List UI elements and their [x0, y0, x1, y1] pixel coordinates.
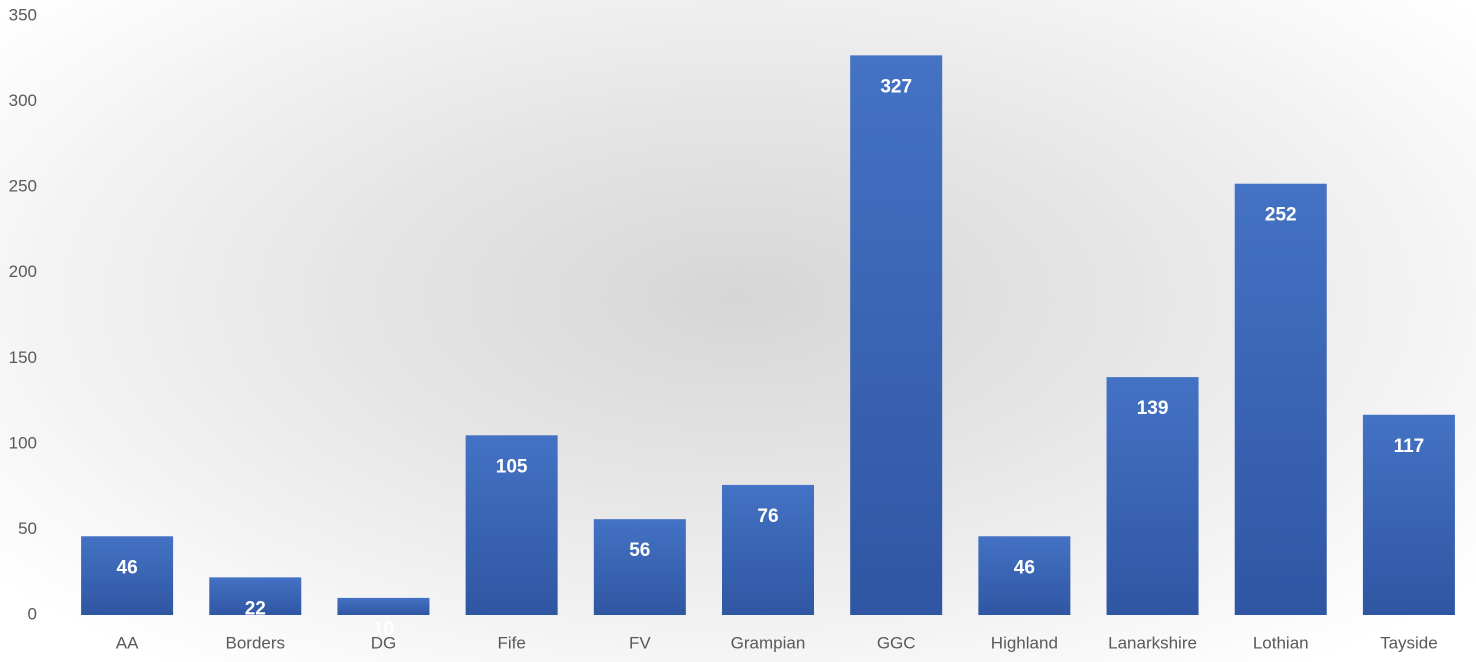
y-tick-label: 0	[28, 604, 37, 623]
x-tick-label: Lanarkshire	[1108, 633, 1197, 652]
bar	[850, 55, 943, 616]
y-tick-label: 250	[9, 177, 37, 196]
data-label: 252	[1265, 205, 1297, 226]
data-label: 105	[496, 456, 528, 477]
y-tick-label: 150	[9, 348, 37, 367]
x-tick-label: Borders	[226, 633, 286, 652]
bar	[1234, 183, 1327, 615]
bar	[1106, 377, 1199, 615]
bar	[593, 519, 686, 615]
x-tick-label: AA	[116, 633, 139, 652]
data-label: 327	[880, 76, 912, 97]
y-tick-label: 350	[9, 5, 37, 24]
y-tick-label: 200	[9, 262, 37, 281]
x-tick-label: Grampian	[731, 633, 806, 652]
bar	[722, 484, 814, 615]
data-label: 10	[373, 619, 394, 640]
x-tick-label: FV	[629, 633, 651, 652]
bar	[81, 536, 174, 615]
x-tick-label: Tayside	[1380, 633, 1438, 652]
bar	[337, 597, 430, 615]
data-label: 117	[1394, 436, 1425, 457]
bar	[1362, 414, 1455, 615]
x-tick-label: GGC	[877, 633, 916, 652]
y-tick-label: 300	[9, 91, 37, 110]
x-tick-label: DG	[371, 633, 397, 652]
bar	[465, 435, 558, 615]
x-tick-label: Fife	[497, 633, 525, 652]
data-label: 22	[245, 598, 266, 619]
x-tick-label: Highland	[991, 633, 1058, 652]
data-label: 46	[1014, 557, 1035, 578]
data-label: 139	[1137, 398, 1169, 419]
data-label: 56	[629, 540, 650, 561]
y-tick-label: 50	[18, 519, 37, 538]
x-tick-label: Lothian	[1253, 633, 1309, 652]
bar	[978, 536, 1071, 615]
data-label: 46	[117, 557, 138, 578]
data-label: 76	[757, 506, 778, 527]
y-tick-label: 100	[9, 433, 37, 452]
bar	[209, 577, 302, 615]
